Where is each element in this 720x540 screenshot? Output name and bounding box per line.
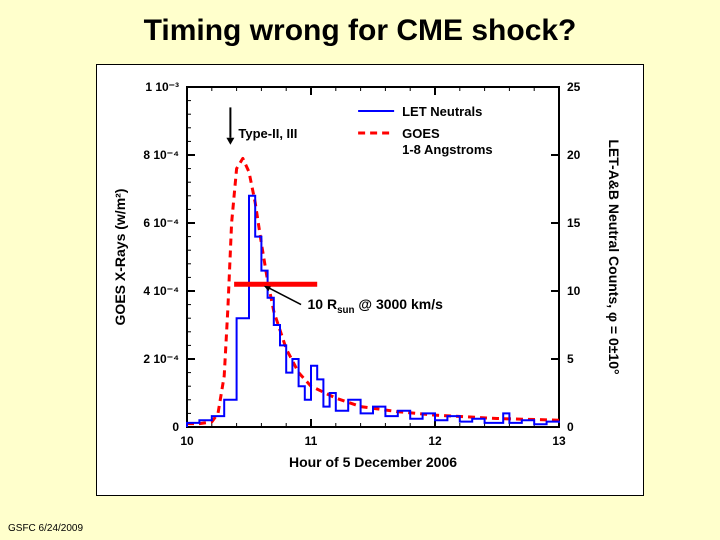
svg-text:Hour of 5 December 2006: Hour of 5 December 2006	[289, 454, 457, 470]
svg-text:GOES: GOES	[402, 126, 440, 141]
chart-svg: 10 11 12 13 Hour of 5 December 2006 0 2 10⁻⁴ 4 …	[97, 65, 645, 497]
svg-text:1 10⁻³: 1 10⁻³	[145, 80, 179, 94]
svg-text:4 10⁻⁴: 4 10⁻⁴	[143, 284, 179, 298]
svg-text:LET-A&B Neutral Counts, φ = 0±: LET-A&B Neutral Counts, φ = 0±10°	[606, 139, 622, 374]
chart-frame: 10 11 12 13 Hour of 5 December 2006 0 2 10⁻⁴ 4 …	[96, 64, 644, 496]
svg-text:8 10⁻⁴: 8 10⁻⁴	[143, 148, 179, 162]
svg-text:LET Neutrals: LET Neutrals	[402, 104, 482, 119]
svg-text:11: 11	[305, 434, 318, 448]
svg-text:12: 12	[428, 434, 442, 448]
svg-text:15: 15	[567, 216, 581, 230]
svg-text:1-8 Angstroms: 1-8 Angstroms	[402, 142, 493, 157]
svg-text:25: 25	[567, 80, 581, 94]
svg-text:0: 0	[172, 420, 179, 434]
svg-text:Type-II, III: Type-II, III	[238, 126, 297, 141]
slide-footer: GSFC 6/24/2009	[8, 523, 83, 534]
svg-text:0: 0	[567, 420, 574, 434]
svg-text:10: 10	[180, 434, 194, 448]
slide-title: Timing wrong for CME shock?	[0, 14, 720, 48]
svg-text:5: 5	[567, 352, 574, 366]
annotation-label: 10 Rsun @ 3000 km/s	[308, 296, 443, 316]
svg-text:13: 13	[552, 434, 566, 448]
svg-text:GOES X-Rays (w/m²): GOES X-Rays (w/m²)	[112, 189, 128, 326]
svg-text:2 10⁻⁴: 2 10⁻⁴	[143, 352, 179, 366]
svg-text:6 10⁻⁴: 6 10⁻⁴	[143, 216, 179, 230]
svg-text:10: 10	[567, 284, 581, 298]
svg-text:20: 20	[567, 148, 581, 162]
